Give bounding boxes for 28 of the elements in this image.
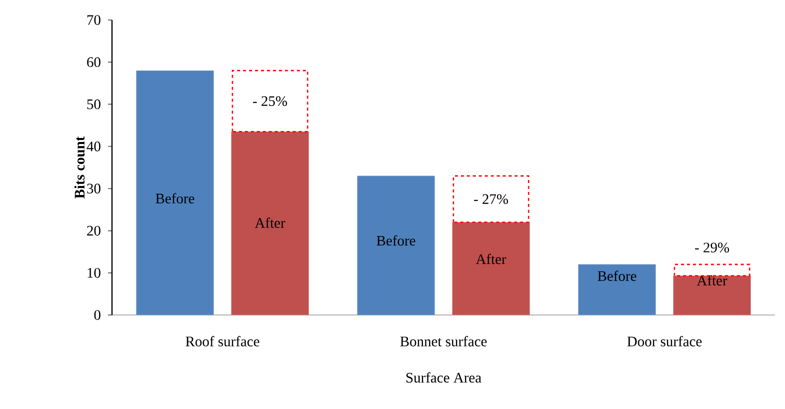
y-tick-label: 10	[88, 268, 100, 278]
x-tick-label: Roof surface	[186, 336, 260, 346]
bar	[357, 176, 435, 316]
text: After	[476, 254, 506, 264]
bar	[452, 222, 530, 316]
text: Before	[376, 235, 416, 246]
y-tick-label: 70	[87, 15, 100, 25]
x-axis-title: Surface Area	[406, 372, 482, 383]
y-tick-label: 50	[87, 99, 100, 110]
annotation: - 29%	[695, 242, 730, 252]
series-label: Before	[598, 270, 636, 281]
x-tick-label: Door surface	[627, 336, 702, 346]
bar	[578, 264, 656, 316]
annotation: - 27%	[474, 194, 508, 204]
bar	[231, 131, 309, 316]
y-tick-label: 60	[87, 57, 100, 68]
bar	[136, 70, 214, 316]
annotation: - 25%	[253, 96, 288, 106]
y-tick-label: 20	[87, 226, 100, 236]
y-tick-label: 30	[87, 184, 100, 194]
text: Before	[156, 193, 194, 204]
y-tick-label: 40	[86, 142, 100, 152]
series-label: After	[696, 275, 728, 286]
y-tick-label: 0	[94, 310, 100, 320]
bar	[673, 276, 751, 316]
y-axis-title: Bits count	[74, 136, 85, 198]
x-tick-label: Bonnet surface	[400, 336, 487, 346]
text: After	[254, 218, 286, 228]
